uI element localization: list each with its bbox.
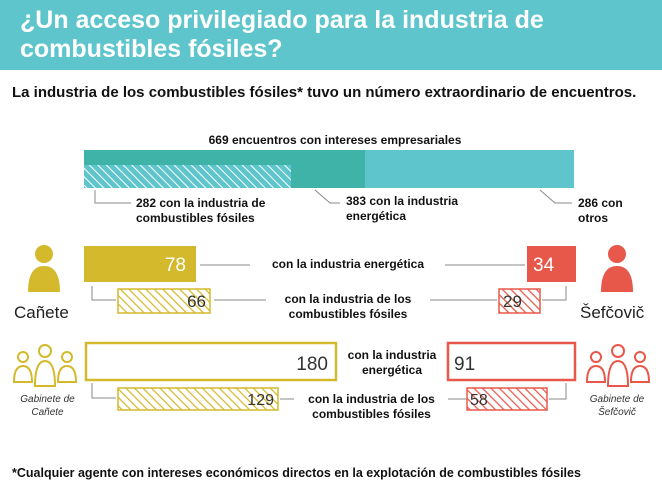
fossil-segment-label: 282 con la industria de combustibles fós… bbox=[136, 196, 266, 225]
sefcovic-cabinet-energy-bar bbox=[446, 341, 577, 382]
sefcovic-cabinet-fossil-bar bbox=[466, 387, 548, 411]
canete-fossil-bar bbox=[117, 288, 211, 314]
total-bar-title: 669 encuentros con intereses empresarial… bbox=[208, 133, 462, 147]
sefcovic-name: Šefčovič bbox=[580, 303, 645, 322]
sefcovic-fossil-bracket bbox=[542, 286, 567, 301]
fossil-category-label-2: con la industria de los combustibles fós… bbox=[308, 392, 435, 421]
canete-cabinet-fossil-bracket bbox=[91, 383, 116, 399]
canete-cabinet-fossil-value: 129 bbox=[247, 392, 274, 409]
total-bar-fossil-segment bbox=[84, 165, 291, 188]
group-icon bbox=[585, 344, 651, 387]
page-title: ¿Un acceso privilegiado para la industri… bbox=[20, 6, 544, 63]
canete-fossil-bracket bbox=[91, 286, 116, 301]
sefcovic-energy-value: 34 bbox=[533, 255, 555, 276]
others-leader-line bbox=[539, 189, 572, 204]
canete-cabinet-name: Gabinete de Cañete bbox=[20, 394, 75, 418]
sefcovic-cabinet-name: Gabinete de Šefčovič bbox=[589, 394, 645, 418]
canete-energy-bar bbox=[84, 246, 196, 282]
group-icon bbox=[12, 344, 78, 387]
person-icon bbox=[601, 245, 633, 292]
fossil-leader-line bbox=[94, 190, 131, 204]
energy-category-label-1: con la industria energética bbox=[271, 257, 425, 271]
footnote: *Cualquier agente con intereses económic… bbox=[12, 466, 581, 480]
energy-category-label-2: con la industria energética bbox=[347, 348, 437, 377]
energy-segment-label: 383 con la industria energética bbox=[346, 194, 459, 223]
canete-cabinet-fossil-bar bbox=[117, 387, 279, 411]
canete-energy-value: 78 bbox=[165, 255, 186, 276]
sefcovic-fossil-value: 29 bbox=[503, 292, 522, 311]
person-icon bbox=[28, 245, 60, 292]
canete-name: Cañete bbox=[14, 303, 69, 322]
sefcovic-cabinet-fossil-bracket bbox=[549, 383, 567, 400]
others-segment-label: 286 con otros bbox=[578, 196, 623, 225]
energy-leader-line bbox=[314, 189, 340, 204]
canete-cabinet-energy-bar bbox=[84, 341, 338, 382]
canete-fossil-value: 66 bbox=[187, 292, 206, 311]
sefcovic-cabinet-energy-value: 91 bbox=[454, 354, 475, 375]
sefcovic-fossil-bar bbox=[498, 288, 541, 314]
page-subtitle: La industria de los combustibles fósiles… bbox=[12, 84, 637, 101]
canete-cabinet-energy-value: 180 bbox=[296, 354, 328, 375]
sefcovic-energy-bar bbox=[527, 246, 576, 282]
fossil-category-label-1: con la industria de los combustibles fós… bbox=[284, 292, 412, 321]
header-banner bbox=[0, 0, 662, 70]
sefcovic-cabinet-fossil-value: 58 bbox=[470, 392, 488, 409]
